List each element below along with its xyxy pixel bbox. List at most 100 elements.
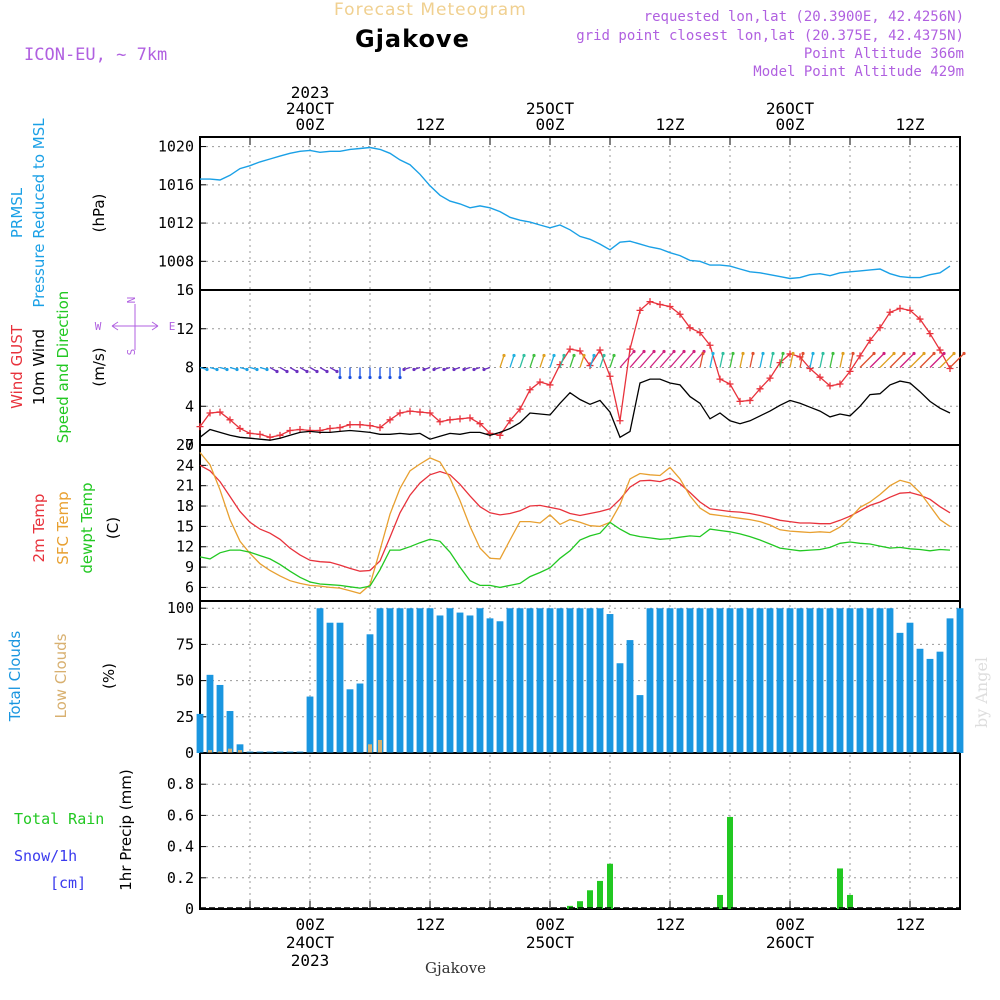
total-cloud-bar bbox=[776, 608, 784, 753]
low-cloud-bar bbox=[218, 751, 222, 753]
gust-marker bbox=[686, 324, 694, 332]
wind-arrow bbox=[949, 353, 965, 368]
total-cloud-bar bbox=[346, 689, 354, 753]
total-cloud-bar bbox=[746, 608, 754, 753]
temp-line-2 bbox=[199, 521, 951, 589]
gust-marker bbox=[426, 409, 434, 417]
gust-marker bbox=[286, 426, 294, 434]
gust-marker bbox=[616, 417, 624, 425]
ytick-label: 15 bbox=[176, 517, 194, 535]
gust-marker bbox=[306, 426, 314, 434]
wind-arrow bbox=[649, 351, 665, 368]
total-cloud-bar bbox=[826, 608, 834, 753]
time-label-bottom: 26OCT bbox=[766, 933, 815, 952]
total-cloud-bar bbox=[536, 608, 544, 753]
total-cloud-bar bbox=[856, 608, 864, 753]
wind-arrow bbox=[749, 353, 754, 368]
total-cloud-bar bbox=[816, 608, 824, 753]
total-cloud-bar bbox=[956, 608, 964, 753]
total-cloud-bar bbox=[306, 696, 314, 753]
total-cloud-bar bbox=[356, 683, 364, 753]
wind-arrow-head bbox=[315, 369, 319, 374]
total-cloud-bar bbox=[696, 608, 704, 753]
time-label-top: 12Z bbox=[416, 115, 445, 134]
prmsl-line bbox=[200, 146, 951, 280]
total-cloud-bar bbox=[706, 608, 714, 753]
time-label-bottom: 12Z bbox=[656, 915, 685, 934]
wind-arrow-head bbox=[572, 353, 576, 358]
wind-arrow bbox=[699, 353, 704, 368]
total-cloud-bar bbox=[726, 608, 734, 753]
wind-arrow-head bbox=[338, 375, 342, 380]
gust-marker bbox=[836, 380, 844, 388]
total-cloud-bar bbox=[716, 608, 724, 753]
ytick-label: 1012 bbox=[158, 214, 194, 232]
total-cloud-bar bbox=[466, 615, 474, 753]
total-cloud-bar bbox=[946, 618, 954, 753]
wind-arrow-head bbox=[378, 375, 382, 380]
label-low-clouds: Low Clouds bbox=[52, 633, 70, 718]
total-cloud-bar bbox=[516, 608, 524, 753]
gust-marker bbox=[456, 415, 464, 423]
wind-arrow-head bbox=[542, 353, 546, 358]
ytick-label: 0 bbox=[185, 900, 194, 918]
point-altitude: Point Altitude 366m bbox=[803, 46, 964, 62]
total-cloud-bar bbox=[336, 622, 344, 753]
gust-marker bbox=[466, 414, 474, 422]
wind-arrow-head bbox=[841, 351, 845, 356]
wind-arrow-head bbox=[882, 351, 886, 356]
wind-arrow-head bbox=[662, 349, 666, 354]
wind-arrow-head bbox=[265, 367, 269, 372]
gust-marker bbox=[926, 330, 934, 338]
total-cloud-bar bbox=[476, 608, 484, 753]
wind-arrow-head bbox=[442, 367, 446, 372]
compass-e: E bbox=[169, 320, 176, 333]
gust-marker bbox=[666, 302, 674, 310]
label-sfc-temp: SFC Temp bbox=[54, 491, 72, 564]
wind-arrow bbox=[719, 353, 724, 368]
label-wind-gust: Wind GUST bbox=[8, 324, 26, 409]
total-cloud-bar bbox=[876, 608, 884, 753]
total-cloud-bar bbox=[446, 608, 454, 753]
time-label-top: 12Z bbox=[656, 115, 685, 134]
wind-arrow-head bbox=[952, 351, 956, 356]
total-cloud-bar bbox=[266, 751, 274, 753]
total-cloud-bar bbox=[576, 608, 584, 753]
ytick-label: 12 bbox=[176, 320, 194, 338]
wind-arrow bbox=[909, 353, 925, 368]
wind-arrow bbox=[519, 355, 525, 368]
total-cloud-bar bbox=[606, 614, 614, 753]
time-label-bottom: 24OCT bbox=[286, 933, 335, 952]
gust-marker bbox=[856, 352, 864, 360]
location-title: Gjakove bbox=[355, 25, 470, 53]
wind-arrow-head bbox=[771, 351, 775, 356]
total-cloud-bar bbox=[846, 608, 854, 753]
time-label-top: 2023 bbox=[291, 83, 330, 102]
rain-bar bbox=[837, 868, 843, 909]
wind-arrow-head bbox=[731, 351, 735, 356]
wind-arrow-head bbox=[522, 353, 526, 358]
gust-marker bbox=[526, 386, 534, 394]
time-label-top: 25OCT bbox=[526, 99, 575, 118]
ytick-label: 27 bbox=[176, 436, 194, 454]
time-label-bottom: 00Z bbox=[536, 915, 565, 934]
ytick-label: 9 bbox=[185, 558, 194, 576]
total-cloud-bar bbox=[216, 684, 224, 753]
gust-marker bbox=[216, 408, 224, 416]
gust-marker bbox=[446, 416, 454, 424]
label-dewpt-temp: dewpt Temp bbox=[78, 482, 96, 573]
gust-marker bbox=[716, 375, 724, 383]
wind-arrow-head bbox=[452, 367, 456, 372]
total-cloud-bar bbox=[596, 608, 604, 753]
wind-arrow-head bbox=[761, 351, 765, 356]
gust-marker bbox=[376, 424, 384, 432]
ytick-label: 0 bbox=[185, 436, 194, 454]
gust-marker bbox=[256, 430, 264, 438]
ytick-label: 0.4 bbox=[167, 838, 194, 856]
wind-arrow-head bbox=[602, 353, 606, 358]
total-cloud-bar bbox=[636, 695, 644, 753]
wind-arrow-head bbox=[592, 353, 596, 358]
gust-marker bbox=[866, 336, 874, 344]
total-cloud-bar bbox=[866, 608, 874, 753]
gust-marker bbox=[226, 416, 234, 424]
